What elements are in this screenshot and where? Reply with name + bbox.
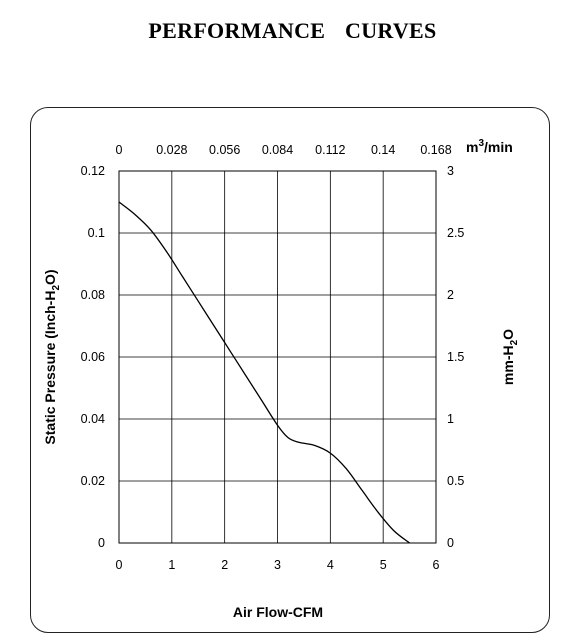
y-axis-label-end: O) xyxy=(42,269,58,285)
top-tick-label: 0.056 xyxy=(209,143,240,157)
y-axis-label: Static Pressure (Inch-H2O) xyxy=(42,269,62,444)
x-tick-label: 4 xyxy=(327,558,334,572)
right-tick-label: 1 xyxy=(447,412,454,426)
grid-lines xyxy=(119,171,436,543)
pressure-curve-line xyxy=(118,201,410,544)
right-tick-label: 0 xyxy=(447,536,454,550)
x-tick-label: 3 xyxy=(274,558,281,572)
y-tick-label: 0.04 xyxy=(81,412,105,426)
x-tick-label: 5 xyxy=(380,558,387,572)
right-tick-label: 0.5 xyxy=(447,474,464,488)
top-axis-unit: m3/min xyxy=(466,138,513,155)
right-axis-label: mm-H2O xyxy=(500,329,520,385)
y-tick-label: 0.12 xyxy=(81,164,105,178)
right-tick-label: 3 xyxy=(447,164,454,178)
y-tick-label: 0.1 xyxy=(88,226,105,240)
right-tick-label: 1.5 xyxy=(447,350,464,364)
top-tick-label: 0 xyxy=(116,143,123,157)
chart-frame xyxy=(30,107,550,633)
right-tick-label: 2 xyxy=(447,288,454,302)
y-tick-label: 0.06 xyxy=(81,350,105,364)
top-tick-label: 0.14 xyxy=(371,143,395,157)
top-axis-unit-base: m xyxy=(466,139,478,155)
top-tick-label: 0.028 xyxy=(156,143,187,157)
chart-title: PERFORMANCE CURVES xyxy=(148,18,437,43)
x-axis-label: Air Flow-CFM xyxy=(233,604,323,620)
x-tick-label: 6 xyxy=(433,558,440,572)
top-axis-unit-sup: 3 xyxy=(478,138,484,149)
top-tick-label: 0.084 xyxy=(262,143,293,157)
right-axis-label-end: O xyxy=(500,329,516,340)
x-tick-label: 1 xyxy=(168,558,175,572)
top-axis-unit-end: /min xyxy=(484,139,513,155)
y-tick-label: 0 xyxy=(98,536,105,550)
top-tick-label: 0.112 xyxy=(315,143,345,157)
right-tick-label: 2.5 xyxy=(447,226,464,240)
x-tick-label: 2 xyxy=(221,558,228,572)
plot-border xyxy=(118,170,437,544)
right-axis-label-sub: 2 xyxy=(509,339,520,345)
top-tick-label: 0.168 xyxy=(420,143,451,157)
y-tick-label: 0.02 xyxy=(81,474,105,488)
x-tick-label: 0 xyxy=(116,558,123,572)
right-axis-label-base: mm-H xyxy=(500,345,516,385)
y-axis-label-sub: 2 xyxy=(51,285,62,291)
y-tick-label: 0.08 xyxy=(81,288,105,302)
y-axis-label-base: Static Pressure (Inch-H xyxy=(42,291,58,445)
